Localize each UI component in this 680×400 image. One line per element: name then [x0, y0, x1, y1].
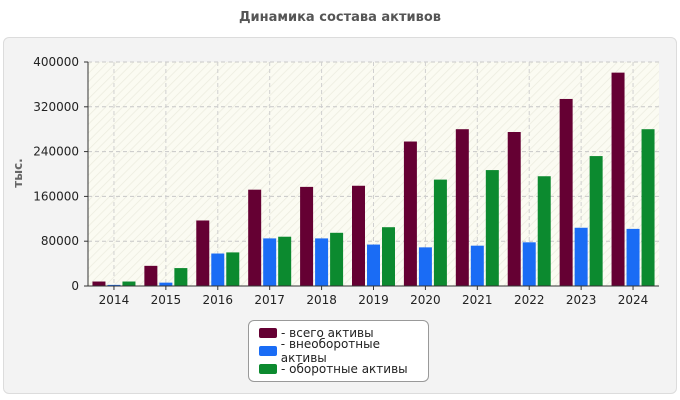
bar-2018-series-1 — [300, 186, 314, 286]
chart-legend: - всего активы - внеоборотные активы - о… — [248, 320, 429, 382]
bar-2017-series-1 — [248, 189, 262, 286]
bar-2023-series-1 — [559, 98, 573, 287]
y-tick-label: 160000 — [33, 189, 79, 203]
bar-2018-series-3 — [330, 232, 344, 286]
bar-2019-series-1 — [352, 185, 365, 286]
y-tick-label: 320000 — [33, 100, 79, 114]
bar-2015-series-2 — [159, 282, 173, 286]
legend-label-total-assets: - всего активы — [281, 326, 374, 340]
bar-2019-series-2 — [367, 244, 380, 286]
bar-2021-series-2 — [470, 245, 484, 286]
bar-2022-series-3 — [537, 176, 551, 286]
bar-2023-series-2 — [574, 227, 588, 286]
bar-2021-series-3 — [485, 170, 499, 286]
x-tick-label: 2022 — [514, 293, 545, 307]
bar-2016-series-1 — [196, 220, 210, 286]
bar-2014-series-2 — [107, 284, 121, 286]
x-tick-label: 2016 — [202, 293, 233, 307]
y-tick-label: 240000 — [33, 145, 79, 159]
chart-title: Динамика состава активов — [238, 10, 442, 25]
bar-2014-series-3 — [122, 281, 136, 286]
x-tick-label: 2017 — [254, 293, 285, 307]
bar-2015-series-1 — [144, 265, 158, 286]
legend-swatch-total-assets — [259, 328, 277, 338]
y-tick-label: 0 — [71, 279, 79, 293]
x-tick-label: 2014 — [99, 293, 130, 307]
bar-2017-series-3 — [278, 236, 292, 286]
bar-2020-series-3 — [433, 179, 447, 286]
legend-item-total-assets: - всего активы — [259, 324, 428, 342]
x-tick-label: 2024 — [618, 293, 649, 307]
bar-2022-series-2 — [522, 242, 536, 286]
bar-2021-series-1 — [455, 129, 469, 286]
legend-swatch-current-assets — [259, 364, 277, 374]
legend-label-noncurrent-assets: - внеоборотные активы — [280, 337, 380, 365]
bar-2023-series-3 — [589, 156, 603, 286]
x-tick-label: 2023 — [566, 293, 597, 307]
x-tick-label: 2021 — [462, 293, 493, 307]
bar-2016-series-3 — [226, 252, 240, 286]
legend-item-noncurrent-assets: - внеоборотные активы — [259, 337, 428, 365]
y-tick-label: 80000 — [41, 234, 79, 248]
y-axis-label: тыс. — [11, 158, 25, 187]
bar-2020-series-2 — [418, 247, 432, 286]
bar-2016-series-2 — [211, 253, 225, 286]
bar-2018-series-2 — [315, 238, 329, 286]
bar-2024-series-2 — [626, 228, 640, 286]
legend-swatch-noncurrent-assets — [259, 346, 277, 356]
bar-2024-series-1 — [611, 72, 625, 286]
bar-2022-series-1 — [507, 132, 521, 286]
bar-2020-series-1 — [403, 141, 417, 286]
x-tick-label: 2015 — [151, 293, 182, 307]
bar-2024-series-3 — [641, 129, 655, 286]
x-tick-label: 2020 — [410, 293, 441, 307]
bar-2015-series-3 — [174, 268, 188, 286]
x-tick-label: 2018 — [306, 293, 337, 307]
y-tick-label: 400000 — [33, 55, 79, 69]
bar-2014-series-1 — [92, 281, 106, 286]
bar-2019-series-3 — [382, 227, 395, 286]
bar-2017-series-2 — [263, 238, 277, 286]
x-tick-label: 2019 — [358, 293, 389, 307]
legend-item-current-assets: - оборотные активы — [259, 360, 428, 378]
legend-label-current-assets: - оборотные активы — [281, 362, 408, 376]
